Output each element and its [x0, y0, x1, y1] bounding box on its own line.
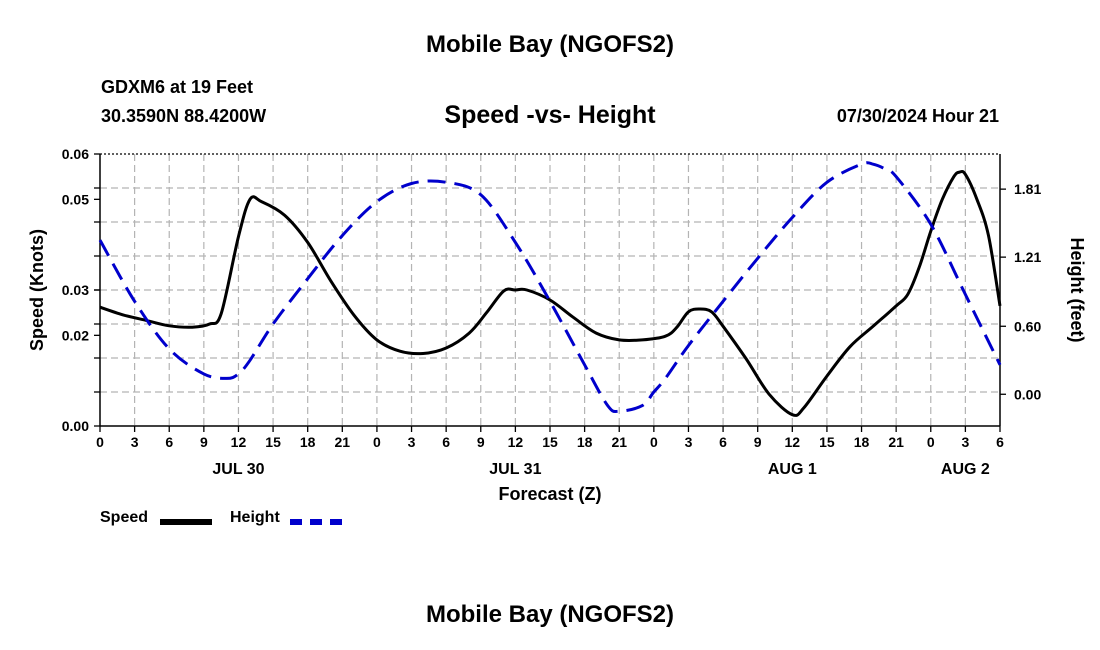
x-tick-label: 15 [265, 434, 281, 450]
page-title: Mobile Bay (NGOFS2) [425, 31, 675, 58]
date-label: JUL 31 [489, 461, 541, 478]
x-tick-label: 21 [611, 434, 627, 450]
station-coordinates: 30.3590N 88.4200W [101, 106, 267, 126]
x-tick-label: 21 [335, 434, 351, 450]
x-tick-label: 3 [961, 434, 969, 450]
chart-subtitle: Speed -vs- Height [444, 101, 656, 129]
x-tick-label: 12 [508, 434, 524, 450]
x-tick-label: 6 [442, 434, 450, 450]
x-tick-label: 6 [165, 434, 173, 450]
x-tick-label: 0 [650, 434, 658, 450]
y-left-tick-label: 0.03 [62, 282, 89, 298]
legend-speed-label: Speed [100, 509, 149, 526]
x-tick-label: 18 [577, 434, 593, 450]
y-right-tick-label: 0.60 [1014, 318, 1041, 334]
x-tick-label: 0 [927, 434, 935, 450]
x-tick-label: 9 [754, 434, 762, 450]
y-right-tick-label: 0.00 [1014, 386, 1041, 402]
y-axis-title-right: Height (feet) [1067, 238, 1087, 343]
x-tick-label: 18 [300, 434, 316, 450]
y-right-tick-label: 1.21 [1014, 249, 1041, 265]
x-tick-label: 3 [685, 434, 693, 450]
x-tick-label: 12 [785, 434, 801, 450]
date-label: AUG 2 [941, 461, 990, 478]
x-axis-title: Forecast (Z) [498, 484, 601, 504]
footer-title: Mobile Bay (NGOFS2) [425, 601, 675, 628]
x-tick-label: 9 [477, 434, 485, 450]
x-tick-label: 18 [854, 434, 870, 450]
date-label: JUL 30 [212, 461, 264, 478]
legend-speed-swatch [160, 519, 212, 525]
y-axis-title-left: Speed (Knots) [27, 229, 47, 351]
x-tick-label: 9 [200, 434, 208, 450]
x-tick-label: 3 [408, 434, 416, 450]
x-tick-label: 0 [373, 434, 381, 450]
height-series-line [98, 161, 1002, 414]
x-tick-label: 6 [719, 434, 727, 450]
legend-height-label: Height [230, 509, 280, 526]
y-left-tick-label: 0.00 [62, 418, 89, 434]
speed-series-line [99, 169, 1002, 417]
y-right-tick-label: 1.81 [1014, 181, 1041, 197]
x-tick-label: 15 [819, 434, 835, 450]
y-left-tick-label: 0.02 [62, 327, 89, 343]
y-left-tick-label: 0.05 [62, 191, 89, 207]
station-name: GDXM6 at 19 Feet [101, 77, 254, 97]
x-tick-label: 21 [888, 434, 904, 450]
legend-height-swatch [290, 519, 342, 525]
x-tick-label: 12 [231, 434, 247, 450]
y-left-tick-label: 0.06 [62, 146, 89, 162]
x-tick-label: 6 [996, 434, 1004, 450]
x-tick-label: 0 [96, 434, 104, 450]
forecast-timestamp: 07/30/2024 Hour 21 [836, 106, 999, 126]
x-tick-label: 3 [131, 434, 139, 450]
date-label: AUG 1 [768, 461, 817, 478]
x-tick-label: 15 [542, 434, 558, 450]
